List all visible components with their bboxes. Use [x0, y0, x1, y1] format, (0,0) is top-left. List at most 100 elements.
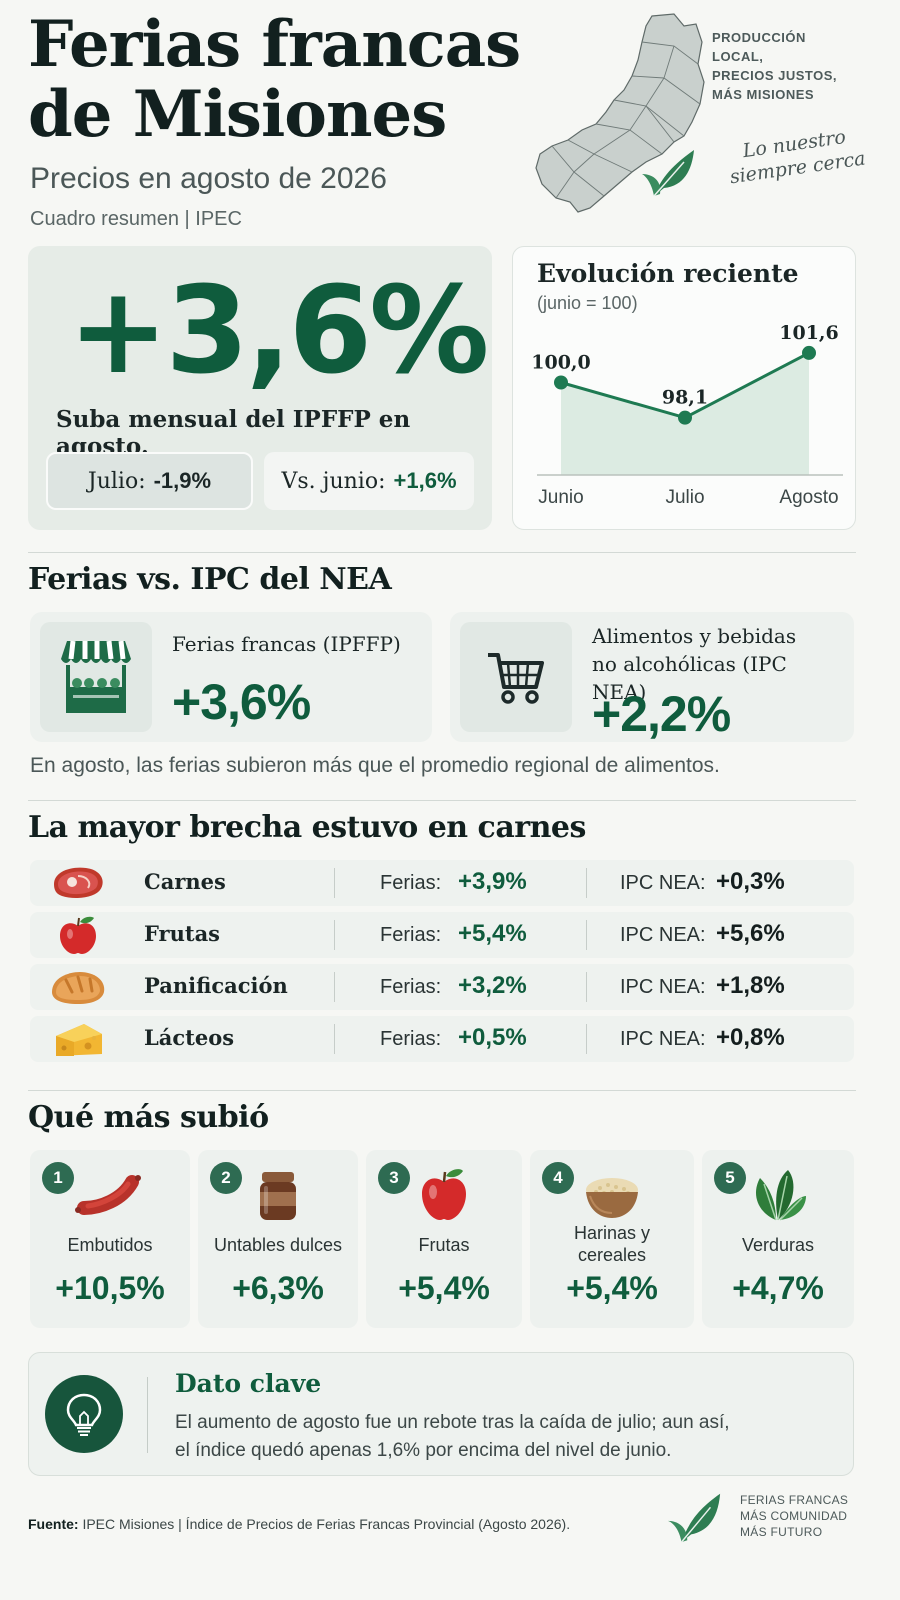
divider [586, 920, 587, 950]
header-tagline: PRODUCCIÓN LOCAL, PRECIOS JUSTOS, MÁS MI… [712, 28, 882, 104]
ipc-label-line-2: no alcohólicas (IPC NEA) [592, 652, 787, 704]
lightbulb-icon [66, 1393, 102, 1436]
jar-icon-wrap [198, 1166, 358, 1224]
hero-value: +3,6% [68, 262, 489, 401]
key-fact-title: Dato clave [175, 1369, 322, 1398]
evolution-title: Evolución reciente [537, 259, 799, 288]
ipc-label: IPC NEA: [620, 976, 706, 998]
ipc-comparison-card: Alimentos y bebidas no alcohólicas (IPC … [450, 612, 854, 742]
divider [334, 972, 335, 1002]
shopping-cart-icon [488, 653, 544, 704]
tagline-line-1: PRODUCCIÓN [712, 30, 806, 45]
ferias-value: +3,2% [458, 972, 527, 999]
rank-badge: 3 [378, 1162, 410, 1194]
ipc-label: IPC NEA: [620, 872, 706, 894]
vs-june-pill: Vs. junio: +1,6% [264, 452, 474, 510]
top-item-5: 5 Verduras +4,7% [702, 1150, 854, 1328]
top-heading: Qué más subió [28, 1100, 269, 1135]
category-name: Frutas [144, 921, 221, 946]
key-fact-line-1: El aumento de agosto fue un rebote tras … [175, 1412, 730, 1433]
chart-point-junio [554, 375, 568, 390]
top-item-1: 1 Embutidos +10,5% [30, 1150, 190, 1328]
cheese-icon [56, 1024, 102, 1056]
hero-card: +3,6% Suba mensual del IPFFP en agosto. … [28, 246, 492, 530]
category-row-lacteos: Lácteos Ferias: +0,5% IPC NEA: +0,8% [30, 1016, 854, 1062]
leaf-sprout-icon [642, 150, 694, 197]
apple-icon [422, 1169, 466, 1220]
sausage-icon-wrap [30, 1166, 190, 1224]
apple-icon [60, 916, 96, 954]
evolution-card: Evolución reciente (junio = 100) 100,0 Ju… [512, 246, 856, 530]
top-item-name: Harinas y cereales [530, 1222, 694, 1266]
ipc-label: IPC NEA: [620, 924, 706, 946]
category-name: Panificación [144, 973, 288, 998]
top-item-name: Untables dulces [213, 1235, 343, 1255]
divider [147, 1377, 148, 1453]
divider [28, 1090, 856, 1091]
category-name: Lácteos [144, 1025, 235, 1050]
grain-bowl-icon-wrap [530, 1166, 694, 1224]
cart-icon-box [460, 622, 572, 732]
jar-icon [260, 1172, 296, 1220]
top-item-value: +10,5% [55, 1270, 165, 1306]
ferias-value: +5,4% [458, 920, 527, 947]
category-row-panificacion: Panificación Ferias: +3,2% IPC NEA: +1,8… [30, 964, 854, 1010]
comparison-heading: Ferias vs. IPC del NEA [28, 562, 392, 597]
page-subtitle: Precios en agosto de 2026 [30, 162, 387, 195]
ferias-value: +3,9% [458, 868, 527, 895]
top-item-value: +4,7% [732, 1270, 824, 1306]
chart-x-tick-label: Junio [538, 487, 583, 508]
footer-source-text: IPEC Misiones | Índice de Precios de Fer… [82, 1516, 571, 1532]
key-fact-icon-circle [45, 1375, 123, 1453]
ipc-label: IPC NEA: [620, 1028, 706, 1050]
market-stall-icon-box [40, 622, 152, 732]
chart-data-label: 98,1 [662, 387, 708, 409]
july-pill-value: -1,9% [153, 468, 212, 493]
divider [334, 920, 335, 950]
apple-icon-wrap [366, 1166, 522, 1224]
grain-bowl-icon [586, 1178, 638, 1218]
divider [586, 1024, 587, 1054]
tagline-line-2: LOCAL, [712, 49, 764, 64]
script-slogan: Lo nuestro siempre cerca [713, 121, 878, 191]
ferias-label: Ferias: [380, 872, 442, 894]
key-fact-card: Dato clave El aumento de agosto fue un r… [28, 1352, 854, 1476]
sausage-icon [75, 1175, 141, 1215]
top-item-value: +5,4% [566, 1270, 658, 1306]
ipc-value: +0,3% [716, 868, 785, 895]
ferias-label: Ferias francas (IPFFP) [172, 632, 401, 656]
ipc-value: +5,6% [716, 920, 785, 947]
footer-source-label: Fuente: [28, 1516, 79, 1532]
rank-badge: 5 [714, 1162, 746, 1194]
page-title: Ferias francas de Misiones [28, 10, 521, 152]
categories-heading: La mayor brecha estuvo en carnes [28, 810, 586, 845]
category-row-frutas: Frutas Ferias: +5,4% IPC NEA: +5,6% [30, 912, 854, 958]
july-pill: Julio: -1,9% [46, 452, 253, 510]
key-fact-text: El aumento de agosto fue un rebote tras … [175, 1409, 835, 1465]
chart-data-label: 100,0 [531, 352, 591, 374]
divider [586, 972, 587, 1002]
ferias-label: Ferias: [380, 976, 442, 998]
category-row-carnes: Carnes Ferias: +3,9% IPC NEA: +0,3% [30, 860, 854, 906]
rank-badge: 2 [210, 1162, 242, 1194]
ipc-value: +0,8% [716, 1024, 785, 1051]
top-item-name: Embutidos [67, 1235, 153, 1255]
top-item-value: +5,4% [398, 1270, 490, 1306]
top-item-2: 2 Untables dulces +6,3% [198, 1150, 358, 1328]
divider [334, 1024, 335, 1054]
chart-x-tick-label: Julio [665, 487, 704, 508]
divider [334, 868, 335, 898]
market-stall-icon [61, 640, 131, 713]
chart-data-label: 101,6 [779, 322, 839, 344]
leafy-greens-icon-wrap [702, 1166, 854, 1224]
ferias-value: +0,5% [458, 1024, 527, 1051]
title-line-2: de Misiones [28, 77, 447, 152]
tagline-line-4: MÁS MISIONES [712, 87, 815, 102]
ferias-label: Ferias: [380, 1028, 442, 1050]
footer-source: Fuente: IPEC Misiones | Índice de Precio… [28, 1516, 570, 1532]
tagline-line-3: PRECIOS JUSTOS, [712, 68, 838, 83]
top-item-value: +6,3% [232, 1270, 324, 1306]
divider [28, 800, 856, 801]
chart-point-julio [678, 410, 692, 425]
divider [586, 868, 587, 898]
